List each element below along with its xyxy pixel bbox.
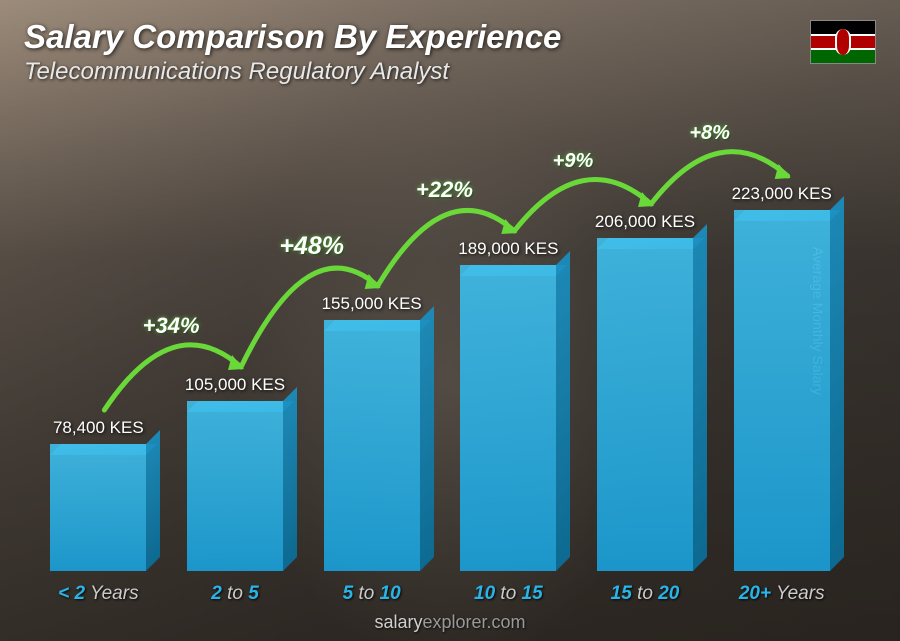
bar-value-label: 155,000 KES — [322, 294, 422, 314]
bar-3d — [187, 401, 283, 571]
brand-main: salary — [374, 612, 422, 632]
bar-front-face — [324, 320, 420, 571]
bar-slot-inner: 155,000 KES — [303, 294, 440, 571]
bar-x-label: < 2 Years — [30, 583, 167, 605]
country-flag-kenya — [810, 20, 876, 64]
pct-change-label: +9% — [553, 150, 594, 173]
bar-value-label: 206,000 KES — [595, 212, 695, 232]
bar-3d — [324, 320, 420, 571]
page-title: Salary Comparison By Experience — [24, 18, 876, 56]
bar-value-label: 78,400 KES — [53, 418, 144, 438]
flag-shield-icon — [835, 29, 851, 55]
footer-brand: salaryexplorer.com — [0, 612, 900, 633]
bar-side-face — [556, 251, 570, 571]
bar-slot: 105,000 KES2 to 5 — [167, 120, 304, 571]
pct-change-label: +34% — [143, 313, 200, 339]
bar-x-label: 2 to 5 — [167, 583, 304, 605]
bar-3d — [597, 238, 693, 571]
bar-side-face — [283, 387, 297, 571]
header: Salary Comparison By Experience Telecomm… — [24, 18, 876, 86]
bar-front-face — [50, 444, 146, 571]
bar-front-face — [187, 401, 283, 571]
bar-front-face — [597, 238, 693, 571]
bar-side-face — [420, 306, 434, 571]
bar-x-label: 15 to 20 — [577, 583, 714, 605]
bar-3d — [50, 444, 146, 571]
bar-3d — [460, 265, 556, 571]
bar-x-label: 10 to 15 — [440, 583, 577, 605]
bar-side-face — [830, 196, 844, 571]
bar-slot-inner: 206,000 KES — [577, 212, 714, 571]
bar-slot-inner: 223,000 KES — [713, 184, 850, 571]
bar-x-label: 5 to 10 — [303, 583, 440, 605]
bar-slot-inner: 105,000 KES — [167, 375, 304, 571]
brand-rest: explorer.com — [422, 612, 525, 632]
pct-change-label: +22% — [416, 177, 473, 203]
bar-front-face — [460, 265, 556, 571]
bar-3d — [734, 210, 830, 571]
pct-change-label: +8% — [689, 122, 730, 145]
bar-slot: 223,000 KES20+ Years — [713, 120, 850, 571]
bar-front-face — [734, 210, 830, 571]
page-subtitle: Telecommunications Regulatory Analyst — [24, 58, 876, 86]
bar-x-label: 20+ Years — [713, 583, 850, 605]
bar-slot: 78,400 KES< 2 Years — [30, 120, 167, 571]
bar-value-label: 189,000 KES — [458, 239, 558, 259]
salary-bar-chart: 78,400 KES< 2 Years105,000 KES2 to 5 155,… — [30, 120, 850, 571]
bar-side-face — [146, 430, 160, 571]
bar-slot-inner: 189,000 KES — [440, 239, 577, 571]
bar-side-face — [693, 224, 707, 571]
bar-slot-inner: 78,400 KES — [30, 418, 167, 571]
bar-value-label: 223,000 KES — [732, 184, 832, 204]
bar-slot: 206,000 KES15 to 20 — [577, 120, 714, 571]
bar-value-label: 105,000 KES — [185, 375, 285, 395]
pct-change-label: +48% — [279, 232, 344, 261]
